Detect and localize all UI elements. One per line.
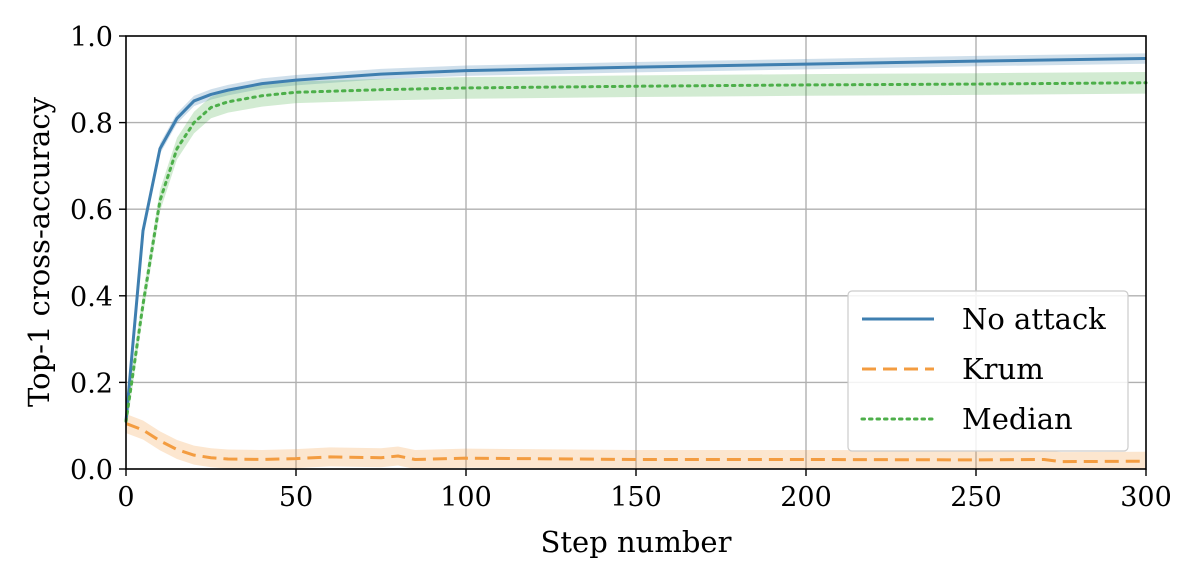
series-lines: [124, 57, 1148, 464]
x-tick-label: 0: [117, 482, 134, 513]
median-line: [124, 81, 1148, 423]
y-tick-label: 0.0: [70, 455, 113, 486]
x-tick-label: 150: [610, 482, 662, 513]
no-attack-line: [124, 57, 1147, 422]
legend-label-median: Median: [962, 402, 1073, 436]
x-tick-label: 50: [279, 482, 313, 513]
legend-label-no-attack: No attack: [962, 302, 1106, 336]
x-tick-label: 200: [780, 482, 832, 513]
y-tick-label: 1.0: [70, 22, 113, 53]
krum-line: [125, 422, 1147, 464]
y-tick-label: 0.8: [70, 109, 113, 140]
y-axis-ticks: 0.0 0.2 0.4 0.6 0.8 1.0: [70, 22, 126, 486]
x-axis-label: Step number: [541, 525, 732, 559]
x-tick-label: 250: [950, 482, 1002, 513]
grid-lines: [126, 36, 1146, 469]
krum-band: [126, 414, 1146, 469]
x-axis-ticks: 0 50 100 150 200 250 300: [117, 469, 1172, 513]
y-axis-label: Top-1 cross-accuracy: [22, 96, 56, 407]
legend-box: [847, 290, 1129, 452]
y-tick-label: 0.6: [70, 195, 113, 226]
legend: No attack Krum Median: [847, 290, 1129, 452]
x-tick-label: 300: [1120, 482, 1172, 513]
legend-label-krum: Krum: [962, 352, 1044, 386]
median-band: [126, 71, 1146, 433]
y-tick-label: 0.2: [70, 368, 113, 399]
x-tick-label: 100: [440, 482, 492, 513]
y-tick-label: 0.4: [70, 282, 113, 313]
